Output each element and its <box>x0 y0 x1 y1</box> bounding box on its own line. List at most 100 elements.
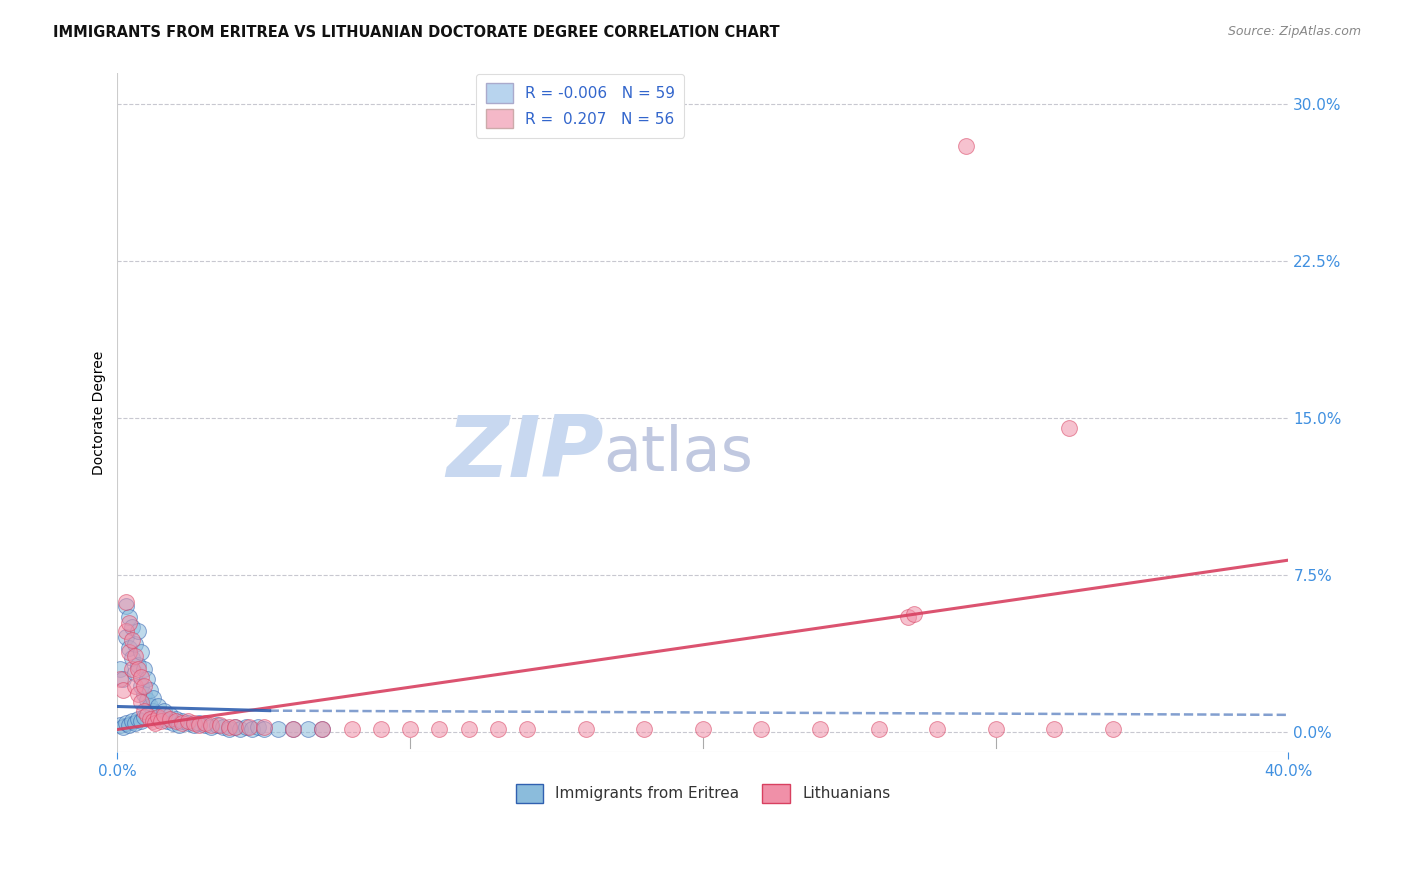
Point <box>138 682 160 697</box>
Point <box>165 712 187 726</box>
Point <box>218 720 240 734</box>
Point <box>955 139 977 153</box>
Point <box>153 704 176 718</box>
Point <box>1057 421 1080 435</box>
Point <box>110 718 132 732</box>
Point <box>132 679 155 693</box>
Point <box>132 710 155 724</box>
Text: atlas: atlas <box>603 424 754 483</box>
Point <box>238 720 260 734</box>
Point <box>751 723 773 737</box>
Point <box>159 712 181 726</box>
Point <box>267 723 290 737</box>
Point <box>808 723 831 737</box>
Point <box>129 670 152 684</box>
Point <box>145 716 167 731</box>
Point <box>124 716 146 731</box>
Point <box>211 720 233 734</box>
Point <box>115 631 138 645</box>
Point <box>253 723 276 737</box>
Point <box>692 723 714 737</box>
Point <box>633 723 655 737</box>
Point <box>112 720 135 734</box>
Point <box>200 718 222 732</box>
Point <box>150 712 173 726</box>
Point <box>188 718 211 732</box>
Point <box>127 712 149 726</box>
Point <box>903 607 925 622</box>
Point <box>153 707 176 722</box>
Point <box>118 609 141 624</box>
Point <box>281 723 304 737</box>
Point <box>370 723 392 737</box>
Point <box>121 620 143 634</box>
Point <box>138 712 160 726</box>
Point <box>399 723 422 737</box>
Point <box>112 673 135 687</box>
Point <box>1043 723 1066 737</box>
Point <box>170 716 193 731</box>
Point <box>162 716 184 731</box>
Point <box>127 624 149 639</box>
Point <box>129 714 152 728</box>
Point <box>115 599 138 614</box>
Point <box>129 645 152 659</box>
Point <box>176 714 198 728</box>
Point <box>229 723 252 737</box>
Point <box>208 718 231 732</box>
Point <box>281 723 304 737</box>
Point <box>984 723 1007 737</box>
Point <box>200 720 222 734</box>
Point <box>142 714 165 728</box>
Point <box>138 699 160 714</box>
Point <box>188 716 211 731</box>
Point <box>224 720 246 734</box>
Point <box>127 662 149 676</box>
Point <box>167 718 190 732</box>
Point <box>121 651 143 665</box>
Point <box>121 662 143 676</box>
Point <box>205 718 228 732</box>
Point <box>429 723 451 737</box>
Point <box>132 687 155 701</box>
Point <box>1101 723 1123 737</box>
Point <box>148 710 170 724</box>
Point <box>311 723 333 737</box>
Point <box>457 723 479 737</box>
Point <box>897 609 920 624</box>
Point <box>124 666 146 681</box>
Point <box>110 662 132 676</box>
Point <box>124 649 146 664</box>
Point <box>235 720 257 734</box>
Point <box>118 645 141 659</box>
Point <box>224 720 246 734</box>
Point <box>127 657 149 672</box>
Point <box>183 716 205 731</box>
Point <box>118 615 141 630</box>
Point <box>145 707 167 722</box>
Text: ZIP: ZIP <box>446 412 603 495</box>
Point <box>112 682 135 697</box>
Point <box>132 704 155 718</box>
Point <box>132 662 155 676</box>
Point <box>868 723 890 737</box>
Point <box>194 718 217 732</box>
Point <box>124 679 146 693</box>
Point <box>142 704 165 718</box>
Point <box>129 695 152 709</box>
Point <box>159 707 181 722</box>
Point <box>110 673 132 687</box>
Point <box>170 714 193 728</box>
Text: Source: ZipAtlas.com: Source: ZipAtlas.com <box>1227 25 1361 38</box>
Point <box>115 624 138 639</box>
Point <box>148 699 170 714</box>
Point <box>311 723 333 737</box>
Point <box>176 716 198 731</box>
Point <box>142 691 165 706</box>
Point <box>135 673 157 687</box>
Point <box>516 723 538 737</box>
Point <box>246 720 269 734</box>
Point <box>218 723 240 737</box>
Point <box>194 716 217 731</box>
Point <box>165 714 187 728</box>
